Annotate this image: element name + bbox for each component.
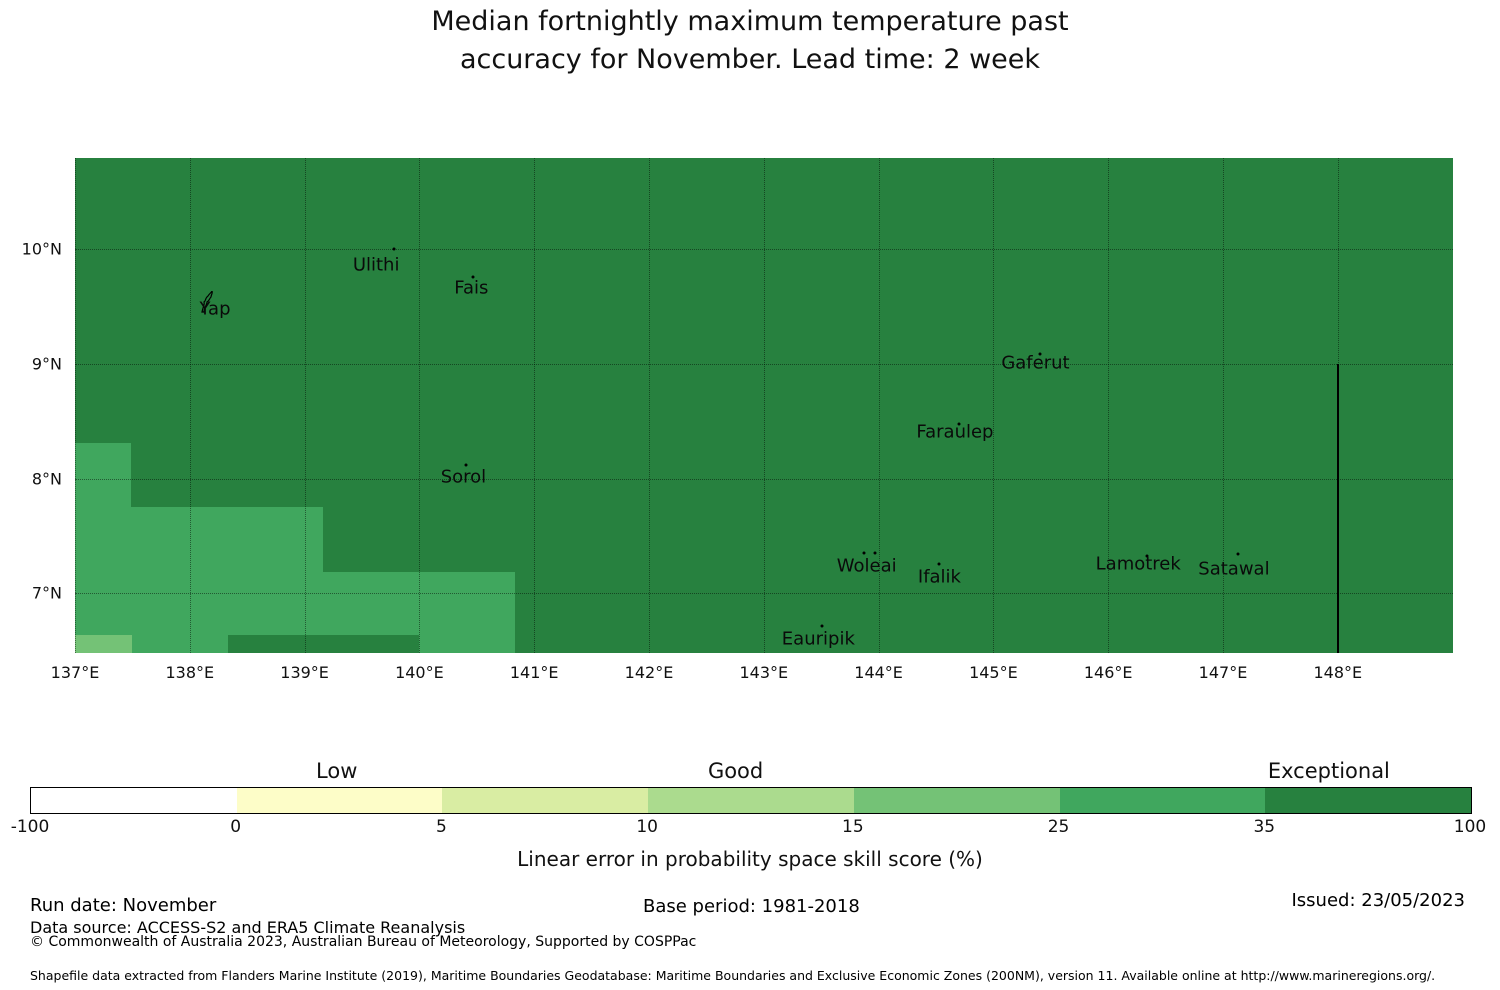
colorbar-tick-label: 15	[842, 817, 864, 837]
y-tick-label: 8°N	[31, 469, 62, 489]
eez-boundary-line	[1336, 363, 1339, 653]
colorbar-segment	[1265, 788, 1472, 813]
x-tick-label: 146°E	[1083, 663, 1133, 682]
island-dot	[1145, 554, 1149, 558]
gridline-vertical	[304, 158, 306, 653]
island-label-woleai: Woleai	[836, 555, 897, 577]
colorbar-tier-label: Exceptional	[1267, 759, 1390, 783]
colorbar-segment	[442, 788, 649, 813]
x-tick-label: 139°E	[280, 663, 329, 682]
y-tick-label: 9°N	[31, 354, 62, 374]
colorbar-tick-label: -100	[10, 817, 50, 837]
island-dot	[862, 551, 866, 555]
y-tick-label: 7°N	[31, 583, 62, 603]
chart-title-line2: accuracy for November. Lead time: 2 week	[459, 44, 1041, 75]
gridline-vertical	[993, 158, 995, 653]
x-tick-label: 144°E	[854, 663, 903, 682]
colorbar-tick-label: 100	[1453, 817, 1487, 837]
colorbar-tick-label: 5	[436, 817, 447, 837]
skill-score-region	[227, 634, 420, 653]
x-tick-label: 142°E	[624, 663, 674, 682]
island-label-faraulep: Faraulep	[916, 421, 994, 443]
x-tick-label: 145°E	[969, 663, 1018, 682]
colorbar-segment	[853, 788, 1060, 813]
gridline-vertical	[534, 158, 536, 653]
island-dot	[820, 624, 824, 628]
colorbar-segment	[236, 788, 443, 813]
island-outline-yap	[199, 289, 215, 317]
island-dot	[392, 247, 396, 251]
gridline-vertical	[419, 158, 421, 653]
island-label-fais: Fais	[454, 277, 489, 299]
chart-title: Median fortnightly maximum temperature p…	[0, 3, 1500, 79]
gridline-vertical	[75, 158, 76, 653]
colorbar-tick-label: 25	[1047, 817, 1070, 837]
island-label-yap: Yap	[199, 298, 231, 320]
colorbar-segment	[1059, 788, 1266, 813]
island-label-lamotrek: Lamotrek	[1095, 553, 1181, 575]
island-label-eauripik: Eauripik	[781, 628, 855, 650]
y-tick-label: 10°N	[21, 239, 62, 259]
x-tick-label: 140°E	[395, 663, 444, 682]
gridline-horizontal	[75, 593, 1453, 595]
colorbar-tick-label: 10	[636, 817, 658, 837]
colorbar-tick-label: 35	[1253, 817, 1276, 837]
gridline-vertical	[1108, 158, 1110, 653]
gridline-vertical	[649, 158, 650, 653]
island-dot	[957, 422, 961, 426]
island-label-gaferut: Gaferut	[1001, 352, 1070, 373]
island-dot	[937, 562, 941, 566]
island-dot	[464, 463, 468, 467]
island-dot	[1038, 352, 1042, 355]
x-tick-label: 148°E	[1313, 663, 1363, 682]
island-label-satawal: Satawal	[1198, 558, 1270, 580]
footer-data-source: Data source: ACCESS-S2 and ERA5 Climate …	[30, 918, 466, 937]
colorbar	[30, 787, 1472, 814]
x-tick-label: 147°E	[1198, 663, 1248, 682]
x-tick-label: 137°E	[50, 663, 100, 682]
island-label-sorol: Sorol	[440, 466, 487, 488]
x-tick-label: 141°E	[509, 663, 559, 682]
colorbar-segment	[648, 788, 854, 813]
gridline-horizontal	[75, 249, 1453, 251]
x-tick-label: 143°E	[739, 663, 789, 682]
gridline-vertical	[878, 158, 880, 653]
island-dot	[1236, 552, 1240, 556]
colorbar-axis-label: Linear error in probability space skill …	[517, 847, 983, 871]
gridline-vertical	[763, 158, 765, 653]
colorbar-segment	[31, 788, 237, 813]
gridline-vertical	[189, 158, 191, 653]
gridline-vertical	[1223, 158, 1224, 653]
footer-shapefile-attribution: Shapefile data extracted from Flanders M…	[30, 968, 1436, 983]
skill-score-region	[75, 507, 323, 572]
island-label-ulithi: Ulithi	[352, 254, 400, 276]
chart-title-line1: Median fortnightly maximum temperature p…	[431, 6, 1069, 37]
footer-run-date: Run date: November	[30, 895, 217, 916]
x-tick-label: 138°E	[165, 663, 215, 682]
colorbar-tier-label: Good	[707, 759, 764, 783]
footer-base-period: Base period: 1981-2018	[643, 896, 860, 917]
skill-score-region	[75, 634, 133, 653]
gridline-horizontal	[75, 363, 1453, 365]
colorbar-tick-label: 0	[230, 817, 242, 837]
map-plot-area: Yap Ulithi Fais Sorol Gaferut Faraulep Woleai I…	[75, 158, 1453, 653]
island-dot	[471, 275, 475, 279]
gridline-horizontal	[75, 478, 1453, 480]
skill-score-region	[75, 443, 132, 508]
footer-issued-date: Issued: 23/05/2023	[1291, 890, 1465, 911]
footer-copyright: © Commonwealth of Australia 2023, Austra…	[30, 934, 697, 950]
island-dot	[873, 551, 877, 555]
island-label-ifalik: Ifalik	[917, 566, 961, 588]
colorbar-tier-label: Low	[316, 759, 358, 783]
